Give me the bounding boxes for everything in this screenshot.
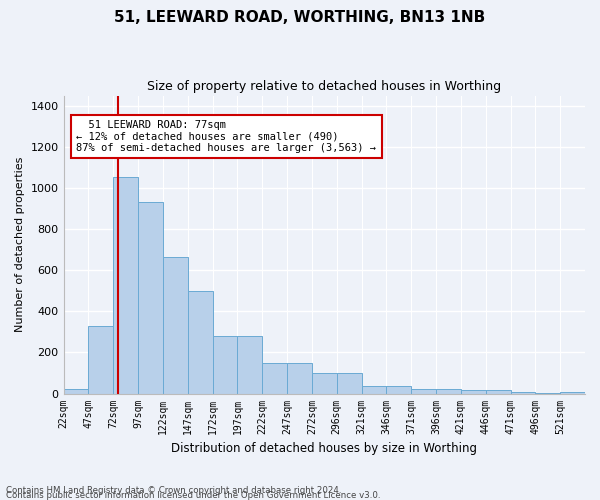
Bar bbox=[461, 390, 485, 394]
Text: 51, LEEWARD ROAD, WORTHING, BN13 1NB: 51, LEEWARD ROAD, WORTHING, BN13 1NB bbox=[115, 10, 485, 25]
Text: 51 LEEWARD ROAD: 77sqm
← 12% of detached houses are smaller (490)
87% of semi-de: 51 LEEWARD ROAD: 77sqm ← 12% of detached… bbox=[76, 120, 376, 154]
Bar bbox=[511, 392, 535, 394]
Bar bbox=[188, 291, 212, 394]
Bar bbox=[337, 373, 362, 394]
Bar bbox=[64, 390, 88, 394]
Bar bbox=[163, 257, 188, 394]
Bar bbox=[113, 176, 138, 394]
Text: Contains public sector information licensed under the Open Government Licence v3: Contains public sector information licen… bbox=[6, 491, 380, 500]
Bar bbox=[138, 202, 163, 394]
Bar bbox=[411, 390, 436, 394]
Title: Size of property relative to detached houses in Worthing: Size of property relative to detached ho… bbox=[147, 80, 502, 93]
Bar bbox=[287, 362, 312, 394]
Bar bbox=[535, 392, 560, 394]
Text: Contains HM Land Registry data © Crown copyright and database right 2024.: Contains HM Land Registry data © Crown c… bbox=[6, 486, 341, 495]
Bar bbox=[436, 390, 461, 394]
Bar bbox=[560, 392, 585, 394]
Bar bbox=[312, 373, 337, 394]
Bar bbox=[485, 390, 511, 394]
Bar bbox=[212, 336, 238, 394]
Bar bbox=[386, 386, 411, 394]
Bar bbox=[238, 336, 262, 394]
X-axis label: Distribution of detached houses by size in Worthing: Distribution of detached houses by size … bbox=[171, 442, 477, 455]
Bar bbox=[362, 386, 386, 394]
Bar bbox=[262, 362, 287, 394]
Bar bbox=[88, 326, 113, 394]
Y-axis label: Number of detached properties: Number of detached properties bbox=[15, 157, 25, 332]
